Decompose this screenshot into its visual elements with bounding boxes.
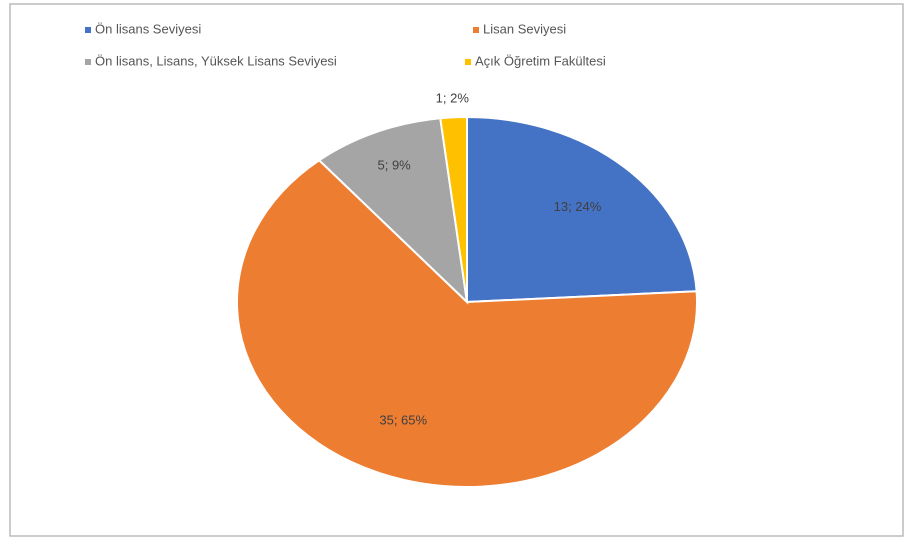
legend-label: Lisan Seviyesi <box>483 21 566 36</box>
pie-slice <box>439 115 468 303</box>
legend-label: Ön lisans, Lisans, Yüksek Lisans Seviyes… <box>95 53 337 68</box>
legend-swatch <box>85 59 91 65</box>
legend-label: Ön lisans Seviyesi <box>95 21 201 36</box>
legend-swatch <box>473 27 479 33</box>
pie-slice <box>236 159 698 488</box>
pie-slice <box>466 115 698 304</box>
data-label: 5; 9% <box>377 158 411 173</box>
legend-swatch <box>85 27 91 33</box>
pie-slice <box>317 117 469 305</box>
legend-label: Açık Öğretim Fakültesi <box>475 53 606 68</box>
legend-swatch <box>465 59 471 65</box>
data-label: 35; 65% <box>379 412 427 427</box>
data-label: 13; 24% <box>554 199 602 214</box>
data-label: 1; 2% <box>436 90 470 105</box>
